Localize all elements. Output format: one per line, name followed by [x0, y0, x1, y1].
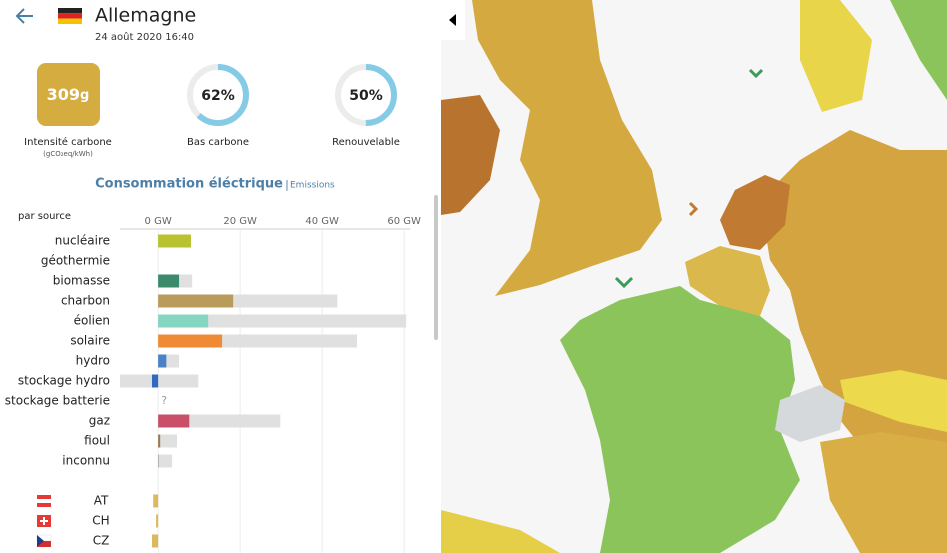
x-tick-label: 40 GW: [305, 216, 339, 227]
flow-arrow: [614, 276, 634, 289]
production-bar: [158, 334, 223, 348]
gauge-label: 50%: [349, 88, 383, 104]
flag: [37, 499, 51, 503]
metric-label: Bas carbone: [187, 137, 249, 148]
carbon-number: 309: [47, 85, 80, 104]
flow-arrow: [748, 68, 764, 79]
separator: |: [285, 178, 289, 191]
region-norway: [890, 0, 947, 100]
flag: [37, 541, 51, 547]
category-label: éolien: [74, 314, 110, 328]
datetime: 24 août 2020 16:40: [95, 31, 194, 43]
category-label: charbon: [61, 294, 110, 308]
carbon-box: [37, 63, 100, 126]
production-bar: [158, 354, 167, 368]
gauge-label: 62%: [201, 88, 235, 104]
map: [441, 0, 947, 553]
capacity-bar: [158, 454, 173, 468]
capacity-bar: [158, 314, 407, 328]
metric-label: Intensité carbone: [24, 136, 112, 148]
exchange-label: AT: [94, 494, 109, 508]
carbon-unit: g: [80, 88, 89, 103]
region-italy: [820, 432, 947, 553]
gauge-arc: [335, 64, 397, 126]
region-denmark: [800, 0, 872, 112]
production-bar: [158, 454, 159, 468]
category-label: géothermie: [41, 254, 110, 268]
collapse-icon: [449, 14, 456, 26]
region-switzerland: [775, 385, 845, 442]
region-netherlands: [720, 175, 790, 250]
exchange-label: CH: [92, 514, 109, 528]
flag: [40, 517, 48, 525]
flag: [37, 503, 51, 507]
category-label: inconnu: [62, 454, 110, 468]
flag: [58, 13, 82, 19]
metric-sublabel: (gCO₂eq/kWh): [43, 150, 93, 158]
flag: [58, 8, 82, 14]
back-icon: [15, 8, 33, 24]
category-label: solaire: [70, 334, 110, 348]
category-label: biomasse: [53, 274, 110, 288]
x-tick-label: 60 GW: [387, 216, 421, 227]
back-button[interactable]: [15, 8, 33, 24]
region-spain: [441, 510, 560, 553]
value-label: ?: [161, 394, 167, 407]
x-tick-label: 20 GW: [223, 216, 257, 227]
category-label: stockage batterie: [5, 394, 110, 408]
category-label: nucléaire: [55, 234, 110, 248]
metric-label: Renouvelable: [332, 137, 400, 148]
production-bar: [158, 314, 209, 328]
emissions-link[interactable]: Emissions: [290, 181, 335, 191]
region-uk: [472, 0, 662, 296]
carbon-value: 309g: [47, 85, 90, 104]
region-austria: [840, 370, 947, 432]
exchange-label: CZ: [93, 534, 110, 548]
category-label: hydro: [76, 354, 110, 368]
exchange-bar: [156, 514, 159, 528]
section-title: Consommation éléctrique: [95, 177, 283, 192]
zone-title: Allemagne: [95, 5, 196, 27]
region-belgium: [685, 246, 770, 316]
production-bar: [158, 414, 190, 428]
gauge-arc: [187, 64, 249, 126]
flag: [37, 535, 44, 547]
flag: [58, 18, 82, 24]
flag: [37, 495, 51, 499]
production-bar: [158, 294, 234, 308]
flow-arrow: [688, 201, 699, 217]
category-label: fioul: [84, 434, 110, 448]
production-bar: [158, 234, 191, 248]
exchange-bar: [153, 494, 159, 508]
production-bar: [158, 274, 180, 288]
scrollbar[interactable]: [434, 195, 438, 340]
chart-subtitle: par source: [18, 211, 71, 222]
exchange-bar: [151, 534, 159, 548]
capacity-bar: [158, 434, 177, 448]
category-label: gaz: [89, 414, 110, 428]
capacity-bar: [120, 374, 199, 388]
production-bar: [151, 374, 159, 388]
category-label: stockage hydro: [18, 374, 110, 388]
region-france: [560, 286, 800, 553]
region-ireland: [441, 95, 500, 215]
production-bar: [158, 434, 161, 448]
x-tick-label: 0 GW: [145, 216, 172, 227]
